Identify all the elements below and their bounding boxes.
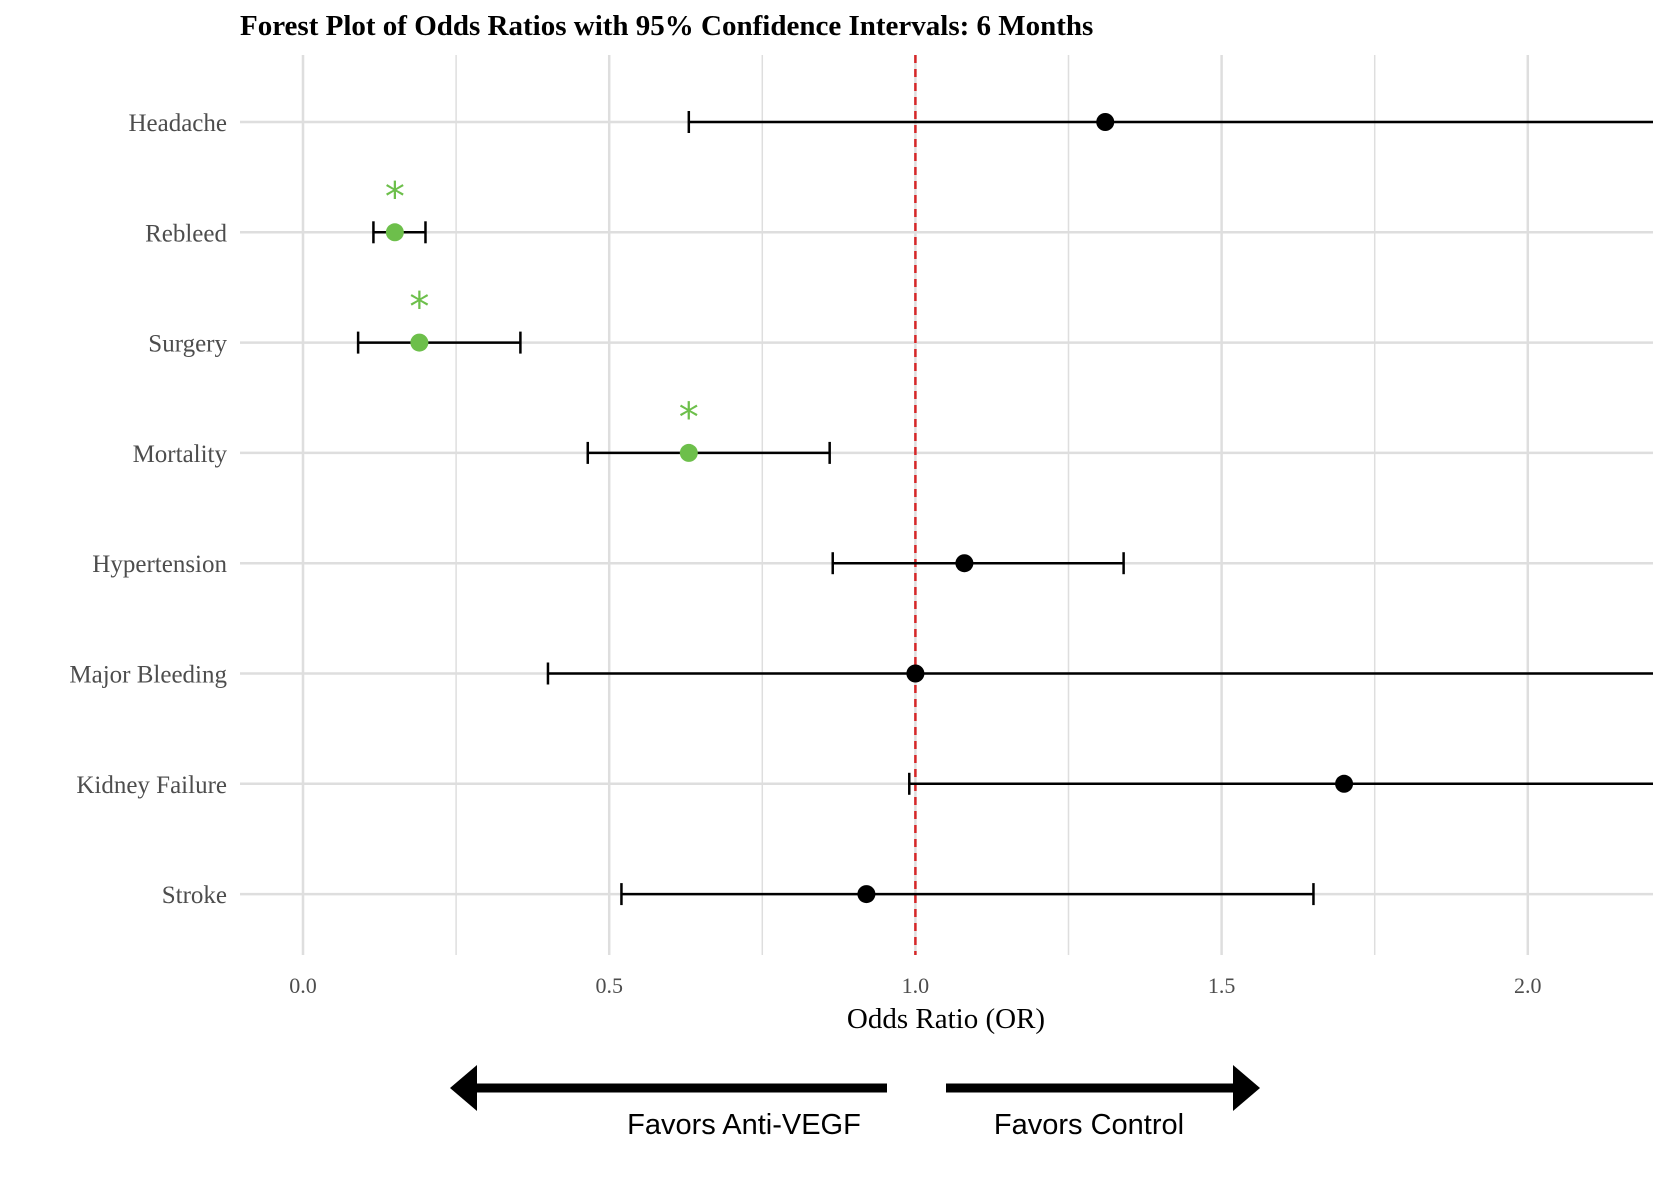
category-label: Headache	[128, 110, 227, 137]
or-point	[1096, 113, 1115, 131]
category-label: Hypertension	[92, 551, 227, 578]
category-label: Kidney Failure	[76, 772, 227, 799]
x-axis-tick-labels: 0.0 0.5 1.0 1.5 2.0	[289, 973, 1541, 998]
or-point	[679, 443, 698, 462]
y-axis-labels: Headache Rebleed Surgery Mortality Hypertens…	[69, 110, 227, 909]
x-tick-label: 1.5	[1208, 973, 1236, 998]
chart-title: Forest Plot of Odds Ratios with 95% Conf…	[240, 10, 1093, 42]
favors-anti-vegf-label: Favors Anti-VEGF	[627, 1109, 861, 1141]
direction-arrows: Favors Anti-VEGF Favors Control	[450, 1065, 1260, 1141]
right-arrow-head	[1233, 1065, 1260, 1111]
or-point	[385, 223, 404, 242]
significance-marker: *	[679, 395, 699, 441]
grid	[240, 55, 1653, 955]
data-marks: * * *	[356, 111, 1653, 906]
category-label: Stroke	[162, 882, 227, 909]
or-point	[1335, 774, 1354, 793]
left-arrow-head	[450, 1065, 477, 1111]
significance-marker: *	[409, 285, 429, 331]
category-label: Mortality	[133, 441, 228, 468]
category-label: Surgery	[148, 331, 227, 358]
or-point	[955, 554, 974, 573]
or-point	[410, 333, 429, 352]
category-label: Major Bleeding	[69, 662, 227, 689]
x-tick-label: 2.0	[1514, 973, 1542, 998]
x-tick-label: 0.5	[595, 973, 623, 998]
or-point	[857, 885, 876, 904]
x-axis-title: Odds Ratio (OR)	[847, 1003, 1045, 1035]
x-tick-label: 1.0	[902, 973, 930, 998]
favors-control-label: Favors Control	[994, 1109, 1184, 1141]
category-label: Rebleed	[145, 220, 227, 247]
x-tick-label: 0.0	[289, 973, 317, 998]
significance-marker: *	[385, 174, 405, 220]
or-point	[906, 664, 925, 683]
